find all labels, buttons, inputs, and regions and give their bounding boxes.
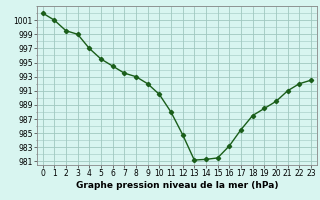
X-axis label: Graphe pression niveau de la mer (hPa): Graphe pression niveau de la mer (hPa) <box>76 181 278 190</box>
